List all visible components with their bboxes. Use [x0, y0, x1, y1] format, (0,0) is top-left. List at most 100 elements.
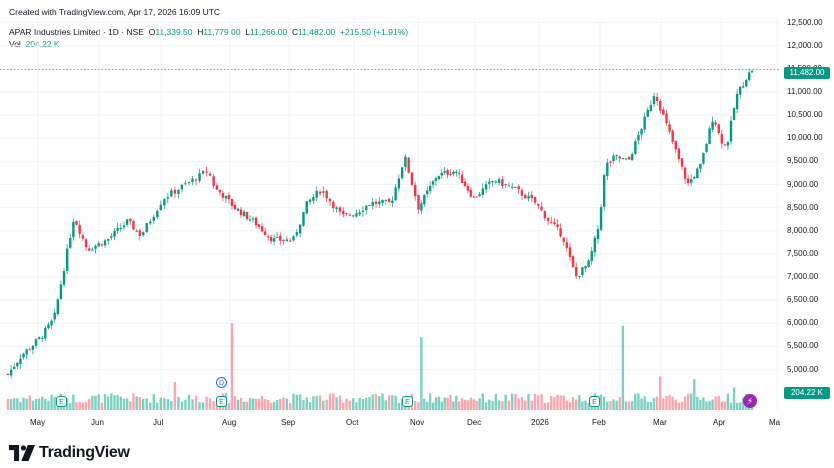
volume-bar	[342, 402, 345, 410]
volume-bar	[674, 399, 677, 410]
volume-bar	[491, 400, 494, 410]
volume-bar	[19, 401, 22, 410]
volume-bar	[478, 398, 481, 410]
candle-body	[266, 236, 270, 238]
volume-bar	[44, 398, 47, 410]
candle-body	[263, 231, 267, 236]
volume-bar	[494, 394, 498, 410]
volume-bar	[677, 402, 681, 410]
volume-bar	[488, 399, 491, 410]
symbol-name[interactable]: APAR Industries Limited · 1D · NSE	[9, 27, 144, 37]
volume-bar	[116, 394, 119, 410]
volume-bar	[125, 398, 129, 410]
volume-bar	[510, 393, 514, 410]
candle-body	[145, 223, 148, 233]
volume-bar	[275, 400, 279, 410]
candle-body	[351, 215, 355, 217]
volume-bar	[358, 397, 361, 410]
volume-bar	[711, 399, 714, 410]
candle-body	[391, 200, 394, 203]
lightning-icon[interactable]: ⚡	[743, 394, 757, 408]
earnings-marker[interactable]: E	[56, 396, 67, 407]
candle-body	[31, 345, 35, 350]
volume-bar	[335, 397, 338, 410]
earnings-marker[interactable]: E	[589, 396, 600, 407]
time-tick-label: 2026	[531, 418, 549, 427]
volume-bar	[481, 393, 484, 410]
volume-bar	[637, 393, 640, 410]
candle-body	[674, 140, 677, 150]
volume-bar	[738, 402, 742, 410]
candle-body	[469, 189, 473, 197]
volume-bar	[103, 394, 107, 410]
candle-body	[581, 267, 584, 276]
candle-body	[159, 204, 163, 211]
candle-body	[205, 171, 208, 173]
volume-bar	[686, 393, 690, 410]
volume-bar	[302, 400, 305, 410]
volume-label[interactable]: Vol	[9, 39, 21, 49]
candle-body	[488, 181, 491, 184]
open-label: O	[148, 27, 156, 37]
candle-body	[404, 156, 407, 168]
volume-bar	[322, 400, 325, 410]
volume-bar	[517, 398, 520, 410]
candle-body	[714, 122, 717, 125]
volume-bar	[138, 397, 142, 410]
volume-bar	[649, 401, 653, 410]
candle-body	[640, 129, 643, 135]
candle-body	[732, 108, 736, 120]
candle-body	[417, 194, 420, 210]
candlesticks	[6, 68, 754, 379]
tradingview-wordmark: TradingView	[39, 444, 130, 461]
candle-body	[708, 128, 711, 145]
candle-body	[414, 185, 417, 197]
volume-bar	[437, 396, 441, 410]
candle-body	[254, 217, 258, 226]
candle-body	[132, 221, 135, 230]
candle-body	[702, 153, 705, 164]
volume-bar	[288, 402, 292, 410]
volume-bar	[689, 393, 693, 410]
candle-body	[584, 266, 587, 269]
price-tick-label: 11,000.00	[787, 87, 822, 96]
chart-grid	[0, 18, 780, 410]
volume-bar	[205, 396, 208, 410]
candle-body	[84, 239, 88, 248]
volume-bar	[520, 397, 524, 410]
candle-body	[62, 270, 66, 285]
candle-body	[491, 180, 494, 183]
candle-body	[501, 179, 504, 186]
earnings-marker[interactable]: E	[402, 396, 413, 407]
volume-bar	[263, 399, 267, 410]
candle-body	[260, 226, 264, 232]
candle-body	[381, 199, 384, 203]
volume-bar	[417, 402, 420, 410]
volume-bar	[652, 397, 656, 410]
candle-body	[699, 163, 702, 169]
volume-bar	[455, 395, 458, 410]
volume-bar	[696, 397, 699, 410]
time-tick-label: Nov	[410, 418, 425, 427]
dividend-marker[interactable]: D	[216, 377, 227, 388]
volume-bar	[285, 398, 289, 410]
candle-body	[142, 232, 145, 236]
candle-body	[285, 239, 289, 242]
volume-bar	[78, 401, 81, 410]
volume-bar	[540, 394, 543, 410]
volume-bar	[135, 396, 138, 410]
volume-bar	[640, 398, 643, 410]
earnings-marker[interactable]: E	[216, 396, 227, 407]
tradingview-logo[interactable]: TradingView	[9, 444, 130, 462]
candle-body	[624, 158, 628, 160]
candle-body	[455, 171, 458, 173]
time-tick-label: Jul	[153, 418, 164, 427]
volume-bar	[355, 402, 358, 410]
volume-bar	[615, 400, 618, 410]
volume-bar	[269, 402, 273, 410]
volume-bar	[472, 399, 475, 410]
candle-body	[44, 327, 47, 339]
candle-body	[184, 183, 187, 185]
volume-bar	[387, 395, 391, 410]
